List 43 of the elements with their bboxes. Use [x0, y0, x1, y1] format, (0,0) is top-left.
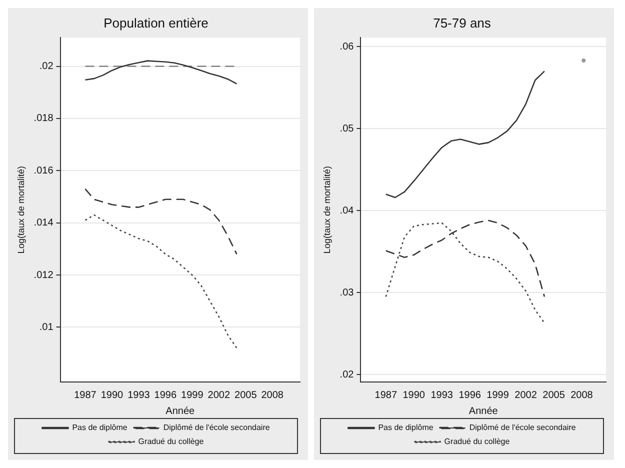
x-tick-label: 2002 — [514, 390, 538, 401]
chart-title: Population entière — [104, 15, 208, 30]
legend-label: Diplômé de l'école secondaire — [469, 423, 576, 432]
x-tick-label: 1996 — [154, 390, 177, 401]
legend-label: Gradué du collège — [444, 437, 510, 446]
x-tick-label: 2008 — [261, 390, 284, 401]
legend-label: Pas de diplôme — [378, 423, 434, 432]
y-tick-label: .06 — [340, 41, 354, 52]
x-tick-label: 1987 — [74, 390, 97, 401]
y-tick-label: .04 — [340, 205, 354, 216]
y-tick-label: .05 — [340, 123, 354, 134]
x-axis-title: Année — [166, 406, 196, 417]
x-axis-title: Année — [468, 406, 498, 417]
x-tick-label: 1987 — [374, 390, 398, 401]
y-tick-label: .014 — [34, 218, 54, 229]
line-series — [84, 188, 238, 255]
line-series — [385, 220, 546, 298]
x-tick-label: 2002 — [208, 390, 230, 401]
y-tick-label: .012 — [34, 270, 54, 281]
y-tick-label: .02 — [39, 61, 54, 72]
x-tick-label: 1999 — [486, 390, 510, 401]
legend-label: Diplômé de l'école secondaire — [163, 423, 270, 432]
x-tick-label: 1990 — [100, 390, 124, 401]
y-tick-label: .018 — [34, 113, 54, 124]
x-tick-label: 1996 — [458, 390, 482, 401]
y-tick-label: .01 — [39, 322, 54, 333]
x-tick-label: 1990 — [402, 390, 426, 401]
line-series — [385, 222, 546, 324]
x-tick-label: 1993 — [430, 390, 454, 401]
y-tick-label: .03 — [340, 287, 354, 298]
x-tick-label: 1993 — [128, 390, 150, 401]
x-tick-label: 2005 — [542, 390, 566, 401]
x-tick-label: 2005 — [234, 390, 258, 401]
legend-label: Gradué du collège — [138, 437, 204, 446]
y-axis-title: Log(taux de mortalité) — [16, 166, 26, 254]
x-tick-label: 2008 — [570, 390, 594, 401]
line-series — [84, 214, 238, 349]
chart-title: 75-79 ans — [433, 15, 492, 30]
y-axis-title: Log(taux de mortalité) — [322, 166, 332, 254]
legend-label: Pas de diplôme — [72, 423, 128, 432]
y-tick-label: .02 — [340, 369, 354, 380]
y-tick-label: .016 — [34, 165, 54, 176]
x-tick-label: 1999 — [181, 390, 204, 401]
